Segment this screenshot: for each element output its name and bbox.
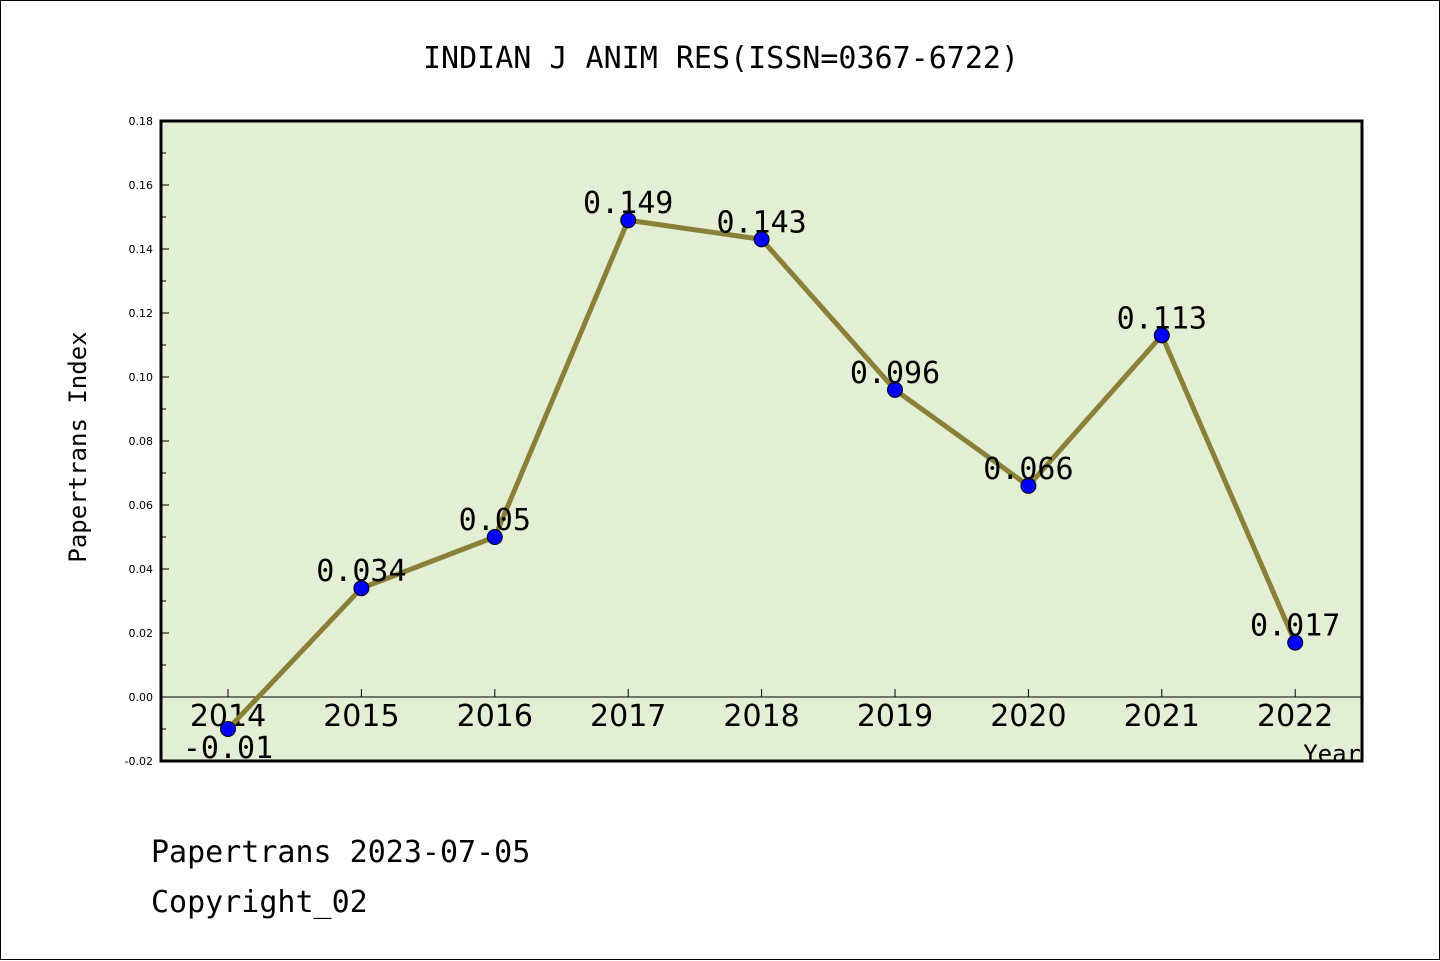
data-label: -0.01 xyxy=(183,731,273,766)
chart-title: INDIAN J ANIM RES(ISSN=0367-6722) xyxy=(423,41,1019,76)
data-label: 0.034 xyxy=(316,554,406,589)
y-tick-label: 0.10 xyxy=(129,371,154,384)
footer-date-text: Papertrans 2023-07-05 xyxy=(151,835,531,870)
x-tick-label: 2019 xyxy=(857,699,933,734)
y-axis-tick-labels: -0.02 0.00 0.02 0.04 0.06 0.08 0.10 0.12 0.14 0.1… xyxy=(125,115,153,768)
data-point xyxy=(887,381,903,398)
y-tick-label: -0.02 xyxy=(125,755,153,768)
x-axis-label: Year xyxy=(1303,740,1361,768)
plot-area xyxy=(159,119,1364,763)
y-tick-label: 0.00 xyxy=(129,691,154,704)
y-tick-label: 0.08 xyxy=(129,435,154,448)
data-point xyxy=(1153,327,1170,344)
y-axis-label: Papertrans Index xyxy=(64,331,92,562)
y-tick-label: 0.14 xyxy=(129,243,154,256)
data-label: 0.066 xyxy=(983,452,1073,487)
x-tick-label: 2022 xyxy=(1257,699,1333,734)
data-point xyxy=(353,580,370,597)
y-tick-label: 0.16 xyxy=(129,179,154,192)
x-tick-label: 2017 xyxy=(590,699,666,734)
data-label: 0.113 xyxy=(1117,301,1207,336)
data-point xyxy=(486,529,503,545)
data-point xyxy=(753,231,770,248)
footer-copyright-text: Copyright_02 xyxy=(151,885,368,920)
y-tick-label: 0.12 xyxy=(129,307,154,320)
y-tick-label: 0.06 xyxy=(129,499,154,512)
data-point xyxy=(220,721,236,737)
x-tick-label: 2018 xyxy=(723,699,799,734)
x-tick-label: 2015 xyxy=(323,699,399,734)
data-point xyxy=(1020,477,1037,494)
y-tick-label: 0.02 xyxy=(129,627,154,640)
y-tick-label: 0.18 xyxy=(129,115,154,128)
data-point xyxy=(620,212,637,229)
x-axis-ticks xyxy=(227,689,1296,697)
data-point xyxy=(1287,634,1304,651)
x-tick-label: 2020 xyxy=(990,699,1066,734)
data-label: 0.149 xyxy=(583,186,673,221)
y-tick-label: 0.04 xyxy=(129,563,154,576)
data-label: 0.143 xyxy=(716,205,806,240)
data-label: 0.05 xyxy=(459,503,531,538)
data-labels: -0.01 0.034 0.05 0.149 0.143 0.096 0.066 0.113 0… xyxy=(183,186,1341,766)
y-axis-ticks xyxy=(161,120,169,762)
data-label: 0.017 xyxy=(1250,609,1340,644)
x-tick-label: 2016 xyxy=(457,699,533,734)
data-label: 0.096 xyxy=(850,356,940,391)
x-tick-label: 2021 xyxy=(1124,699,1200,734)
data-points xyxy=(220,212,1304,737)
x-axis-tick-labels: 2014 2015 2016 2017 2018 2019 2020 2021 2022 xyxy=(190,699,1334,734)
